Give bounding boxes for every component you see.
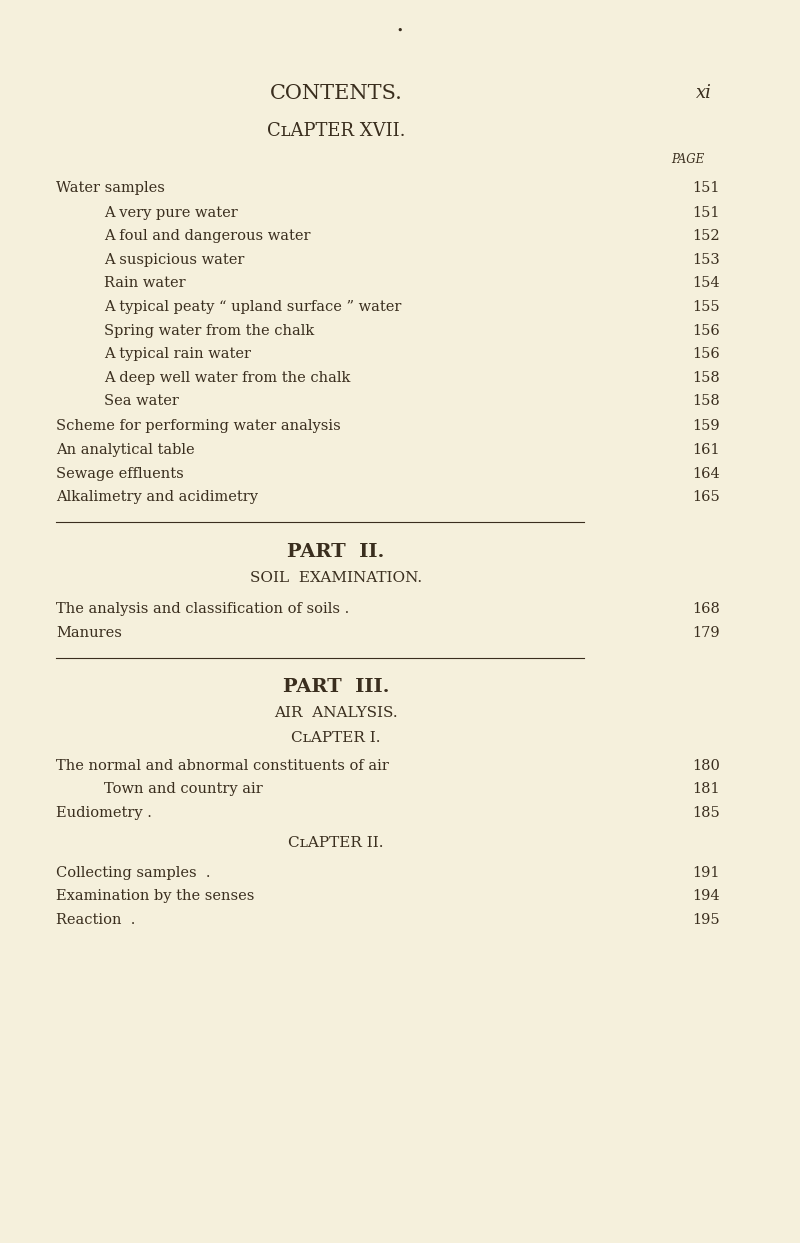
Text: 179: 179 — [692, 625, 720, 640]
Text: The analysis and classification of soils .: The analysis and classification of soils… — [56, 602, 350, 617]
Text: Spring water from the chalk: Spring water from the chalk — [104, 323, 314, 338]
Text: A typical rain water: A typical rain water — [104, 347, 251, 362]
Text: CONTENTS.: CONTENTS. — [270, 83, 402, 103]
Text: CʟAPTER XVII.: CʟAPTER XVII. — [266, 122, 406, 139]
Text: 194: 194 — [692, 889, 720, 904]
Text: Scheme for performing water analysis: Scheme for performing water analysis — [56, 419, 341, 434]
Text: A typical peaty “ upland surface ” water: A typical peaty “ upland surface ” water — [104, 300, 402, 314]
Text: 181: 181 — [692, 782, 720, 797]
Text: 165: 165 — [692, 490, 720, 505]
Text: PART  III.: PART III. — [282, 679, 390, 696]
Text: Alkalimetry and acidimetry: Alkalimetry and acidimetry — [56, 490, 258, 505]
Text: 158: 158 — [692, 394, 720, 409]
Text: 156: 156 — [692, 323, 720, 338]
Text: Reaction  .: Reaction . — [56, 912, 135, 927]
Text: PART  II.: PART II. — [287, 543, 385, 561]
Text: PAGE: PAGE — [671, 153, 705, 165]
Text: CʟAPTER I.: CʟAPTER I. — [291, 731, 381, 746]
Text: 180: 180 — [692, 758, 720, 773]
Text: CʟAPTER II.: CʟAPTER II. — [288, 835, 384, 850]
Text: 158: 158 — [692, 370, 720, 385]
Text: Collecting samples  .: Collecting samples . — [56, 865, 210, 880]
Text: 195: 195 — [692, 912, 720, 927]
Text: AIR  ANALYSIS.: AIR ANALYSIS. — [274, 706, 398, 721]
Text: 191: 191 — [693, 865, 720, 880]
Text: An analytical table: An analytical table — [56, 443, 194, 457]
Text: 151: 151 — [693, 180, 720, 195]
Text: 151: 151 — [693, 205, 720, 220]
Text: A very pure water: A very pure water — [104, 205, 238, 220]
Text: Water samples: Water samples — [56, 180, 165, 195]
Text: Examination by the senses: Examination by the senses — [56, 889, 254, 904]
Text: •: • — [397, 26, 403, 36]
Text: Eudiometry .: Eudiometry . — [56, 805, 152, 820]
Text: SOIL  EXAMINATION.: SOIL EXAMINATION. — [250, 571, 422, 585]
Text: 155: 155 — [692, 300, 720, 314]
Text: The normal and abnormal constituents of air: The normal and abnormal constituents of … — [56, 758, 389, 773]
Text: xi: xi — [696, 85, 712, 102]
Text: Town and country air: Town and country air — [104, 782, 262, 797]
Text: A suspicious water: A suspicious water — [104, 252, 244, 267]
Text: A deep well water from the chalk: A deep well water from the chalk — [104, 370, 350, 385]
Text: 168: 168 — [692, 602, 720, 617]
Text: 154: 154 — [692, 276, 720, 291]
Text: 159: 159 — [692, 419, 720, 434]
Text: 185: 185 — [692, 805, 720, 820]
Text: 156: 156 — [692, 347, 720, 362]
Text: Manures: Manures — [56, 625, 122, 640]
Text: 153: 153 — [692, 252, 720, 267]
Text: 161: 161 — [692, 443, 720, 457]
Text: Sea water: Sea water — [104, 394, 179, 409]
Text: Rain water: Rain water — [104, 276, 186, 291]
Text: Sewage effluents: Sewage effluents — [56, 466, 184, 481]
Text: 164: 164 — [692, 466, 720, 481]
Text: 152: 152 — [692, 229, 720, 244]
Text: A foul and dangerous water: A foul and dangerous water — [104, 229, 310, 244]
